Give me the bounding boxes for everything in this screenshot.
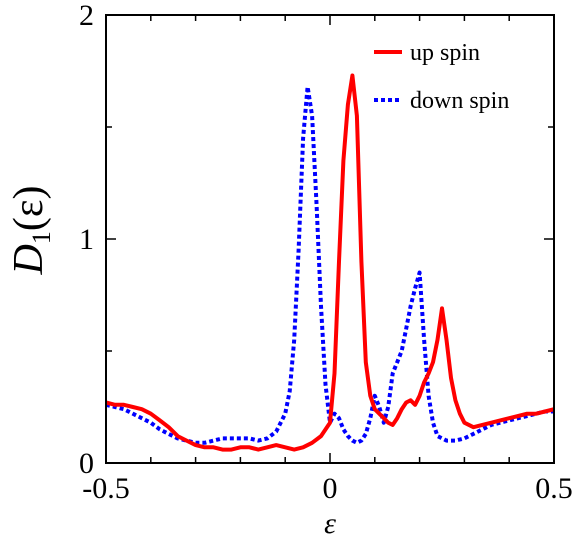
y-axis-label-argument: (ε) — [6, 186, 52, 232]
svg-text:D1(ε): D1(ε) — [6, 186, 56, 276]
y-tick-labels: 0 1 2 — [79, 0, 94, 480]
x-tick-label: 0 — [323, 472, 338, 505]
legend: up spin down spin — [374, 40, 509, 114]
y-tick-label: 2 — [79, 0, 94, 32]
y-tick-label: 1 — [79, 223, 94, 256]
x-axis-label: ε — [324, 507, 336, 540]
axis-ticks — [105, 14, 555, 464]
plot-lines — [105, 73, 555, 452]
y-axis-label-subscript: 1 — [27, 231, 56, 244]
x-tick-labels: -0.5 0 0.5 — [82, 472, 573, 505]
series-line-down-spin — [105, 84, 554, 445]
y-axis-label-main: D — [6, 244, 52, 275]
y-tick-label: 0 — [79, 447, 94, 480]
series-line-up-spin — [105, 73, 555, 452]
x-tick-label: 0.5 — [535, 472, 573, 505]
legend-label: down spin — [410, 88, 509, 114]
plot-frame — [105, 14, 555, 464]
legend-label: up spin — [410, 40, 480, 66]
y-axis-label: D1(ε) — [6, 186, 56, 276]
x-tick-label: -0.5 — [82, 472, 130, 505]
